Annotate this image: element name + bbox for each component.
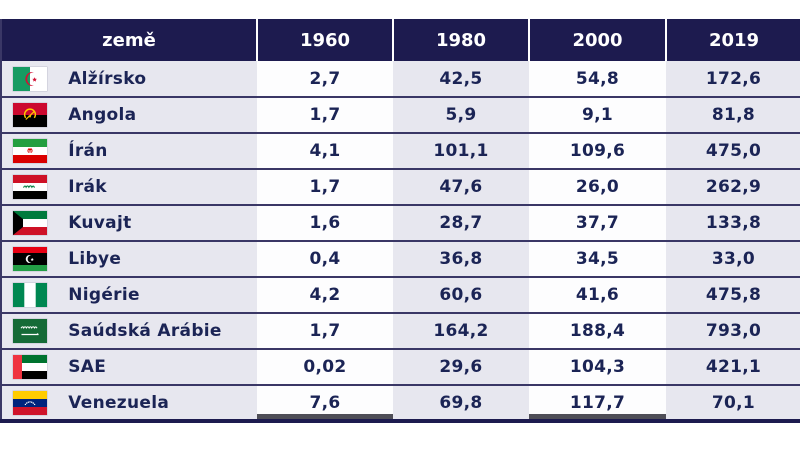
country-cell: Venezuela (1, 384, 257, 421)
value-cell: 172,6 (666, 61, 800, 97)
country-label: Venezuela (68, 392, 170, 413)
column-header-2000: 2000 (528, 19, 666, 61)
table-row: Nigérie 4,2 60,6 41,6 475,8 (1, 276, 800, 313)
value-cell: 47,6 (393, 168, 529, 205)
value-cell: 5,9 (393, 96, 529, 133)
value-cell: 1,7 (257, 168, 393, 205)
value-cell: 9,1 (529, 96, 666, 133)
value-cell: 101,1 (393, 132, 529, 169)
flag-slot (13, 175, 47, 215)
header-row: země 1960 1980 2000 2019 (1, 19, 800, 61)
flag-slot (13, 319, 47, 343)
table-row: Írán 4,1 101,1 109,6 475,0 (1, 132, 800, 169)
column-header-country: země (1, 19, 257, 61)
value-cell: 60,6 (393, 276, 529, 313)
value-cell: 4,2 (257, 276, 393, 313)
value-cell: 0,02 (257, 348, 393, 385)
value-cell: 54,8 (529, 61, 666, 97)
value-cell: 104,3 (529, 348, 666, 385)
value-cell: 69,8 (393, 384, 529, 421)
libya-flag-icon (13, 247, 47, 271)
flag-slot (13, 355, 47, 379)
flag-slot (13, 390, 47, 415)
value-cell: 26,0 (529, 168, 666, 205)
value-cell: 421,1 (666, 348, 800, 385)
flag-slot (13, 66, 47, 91)
country-label: Angola (68, 105, 137, 125)
value-cell: 117,7 (529, 384, 666, 421)
value-cell: 133,8 (666, 204, 800, 241)
country-cell: Nigérie (1, 276, 257, 313)
column-header-1980: 1980 (392, 19, 529, 61)
value-cell: 4,1 (257, 132, 393, 169)
country-label: Írán (68, 141, 108, 161)
value-cell: 33,0 (666, 240, 800, 277)
value-cell: 1,7 (257, 312, 393, 349)
table-row: SAE 0,02 29,6 104,3 421,1 (1, 348, 800, 385)
iran-flag-icon (13, 139, 47, 163)
value-cell: 70,1 (666, 384, 800, 421)
value-cell: 475,0 (666, 132, 800, 169)
flag-slot (13, 139, 47, 163)
saudi-arabia-flag-icon (13, 319, 47, 343)
algeria-flag-icon (13, 66, 47, 91)
table-body: Alžírsko 2,7 42,5 54,8 172,6 Angola 1,7 … (1, 61, 800, 421)
value-cell: 41,6 (529, 276, 666, 313)
iraq-flag-icon (13, 175, 47, 215)
value-cell: 42,5 (393, 61, 529, 97)
country-label: Libye (68, 249, 122, 269)
country-label: Nigérie (68, 285, 140, 305)
country-cell: Angola (1, 96, 257, 133)
country-cell: Libye (1, 240, 257, 277)
value-cell: 29,6 (393, 348, 529, 385)
country-label: Irák (68, 177, 107, 197)
value-cell: 188,4 (529, 312, 666, 349)
table-row: Venezuela 7,6 69,8 117,7 70,1 (1, 384, 800, 421)
value-cell: 1,7 (257, 96, 393, 133)
value-cell: 2,7 (257, 61, 393, 97)
country-label: Saúdská Arábie (68, 321, 222, 341)
value-cell: 81,8 (666, 96, 800, 133)
flag-slot (13, 283, 47, 307)
venezuela-flag-icon (13, 390, 47, 415)
nigeria-flag-icon (13, 283, 47, 307)
country-cell: SAE (1, 348, 257, 385)
value-cell: 1,6 (257, 204, 393, 241)
table-row: Irák 1,7 47,6 26,0 262,9 (1, 168, 800, 215)
value-cell: 793,0 (666, 312, 800, 349)
flag-slot (13, 211, 47, 235)
column-header-1960: 1960 (256, 19, 393, 61)
value-cell: 37,7 (529, 204, 666, 241)
value-cell: 34,5 (529, 240, 666, 277)
country-cell: Kuvajt (1, 204, 257, 241)
country-label: Kuvajt (68, 213, 132, 233)
table-row: Kuvajt 1,6 28,7 37,7 133,8 (1, 204, 800, 241)
table-row: Saúdská Arábie 1,7 164,2 188,4 793,0 (1, 312, 800, 349)
table-row: Angola 1,7 5,9 9,1 81,8 (1, 96, 800, 133)
oil-production-table: země 1960 1980 2000 2019 Alžírsko 2,7 42… (0, 19, 800, 423)
angola-flag-icon (13, 103, 47, 127)
flag-slot (13, 103, 47, 127)
country-cell: Írán (1, 132, 257, 169)
value-cell: 28,7 (393, 204, 529, 241)
value-cell: 36,8 (393, 240, 529, 277)
value-cell: 262,9 (666, 168, 800, 205)
table-row: Libye 0,4 36,8 34,5 33,0 (1, 240, 800, 277)
country-cell: Alžírsko (1, 61, 257, 97)
uae-flag-icon (13, 355, 47, 379)
value-cell: 475,8 (666, 276, 800, 313)
value-cell: 0,4 (257, 240, 393, 277)
country-cell: Saúdská Arábie (1, 312, 257, 349)
country-label: SAE (68, 357, 107, 377)
flag-slot (13, 247, 47, 271)
country-label: Alžírsko (68, 68, 147, 89)
country-cell: Irák (1, 168, 257, 215)
value-cell: 109,6 (529, 132, 666, 169)
value-cell: 7,6 (257, 384, 393, 421)
value-cell: 164,2 (393, 312, 529, 349)
table-row: Alžírsko 2,7 42,5 54,8 172,6 (1, 61, 800, 97)
kuwait-flag-icon (13, 211, 47, 235)
column-header-2019: 2019 (665, 19, 800, 61)
